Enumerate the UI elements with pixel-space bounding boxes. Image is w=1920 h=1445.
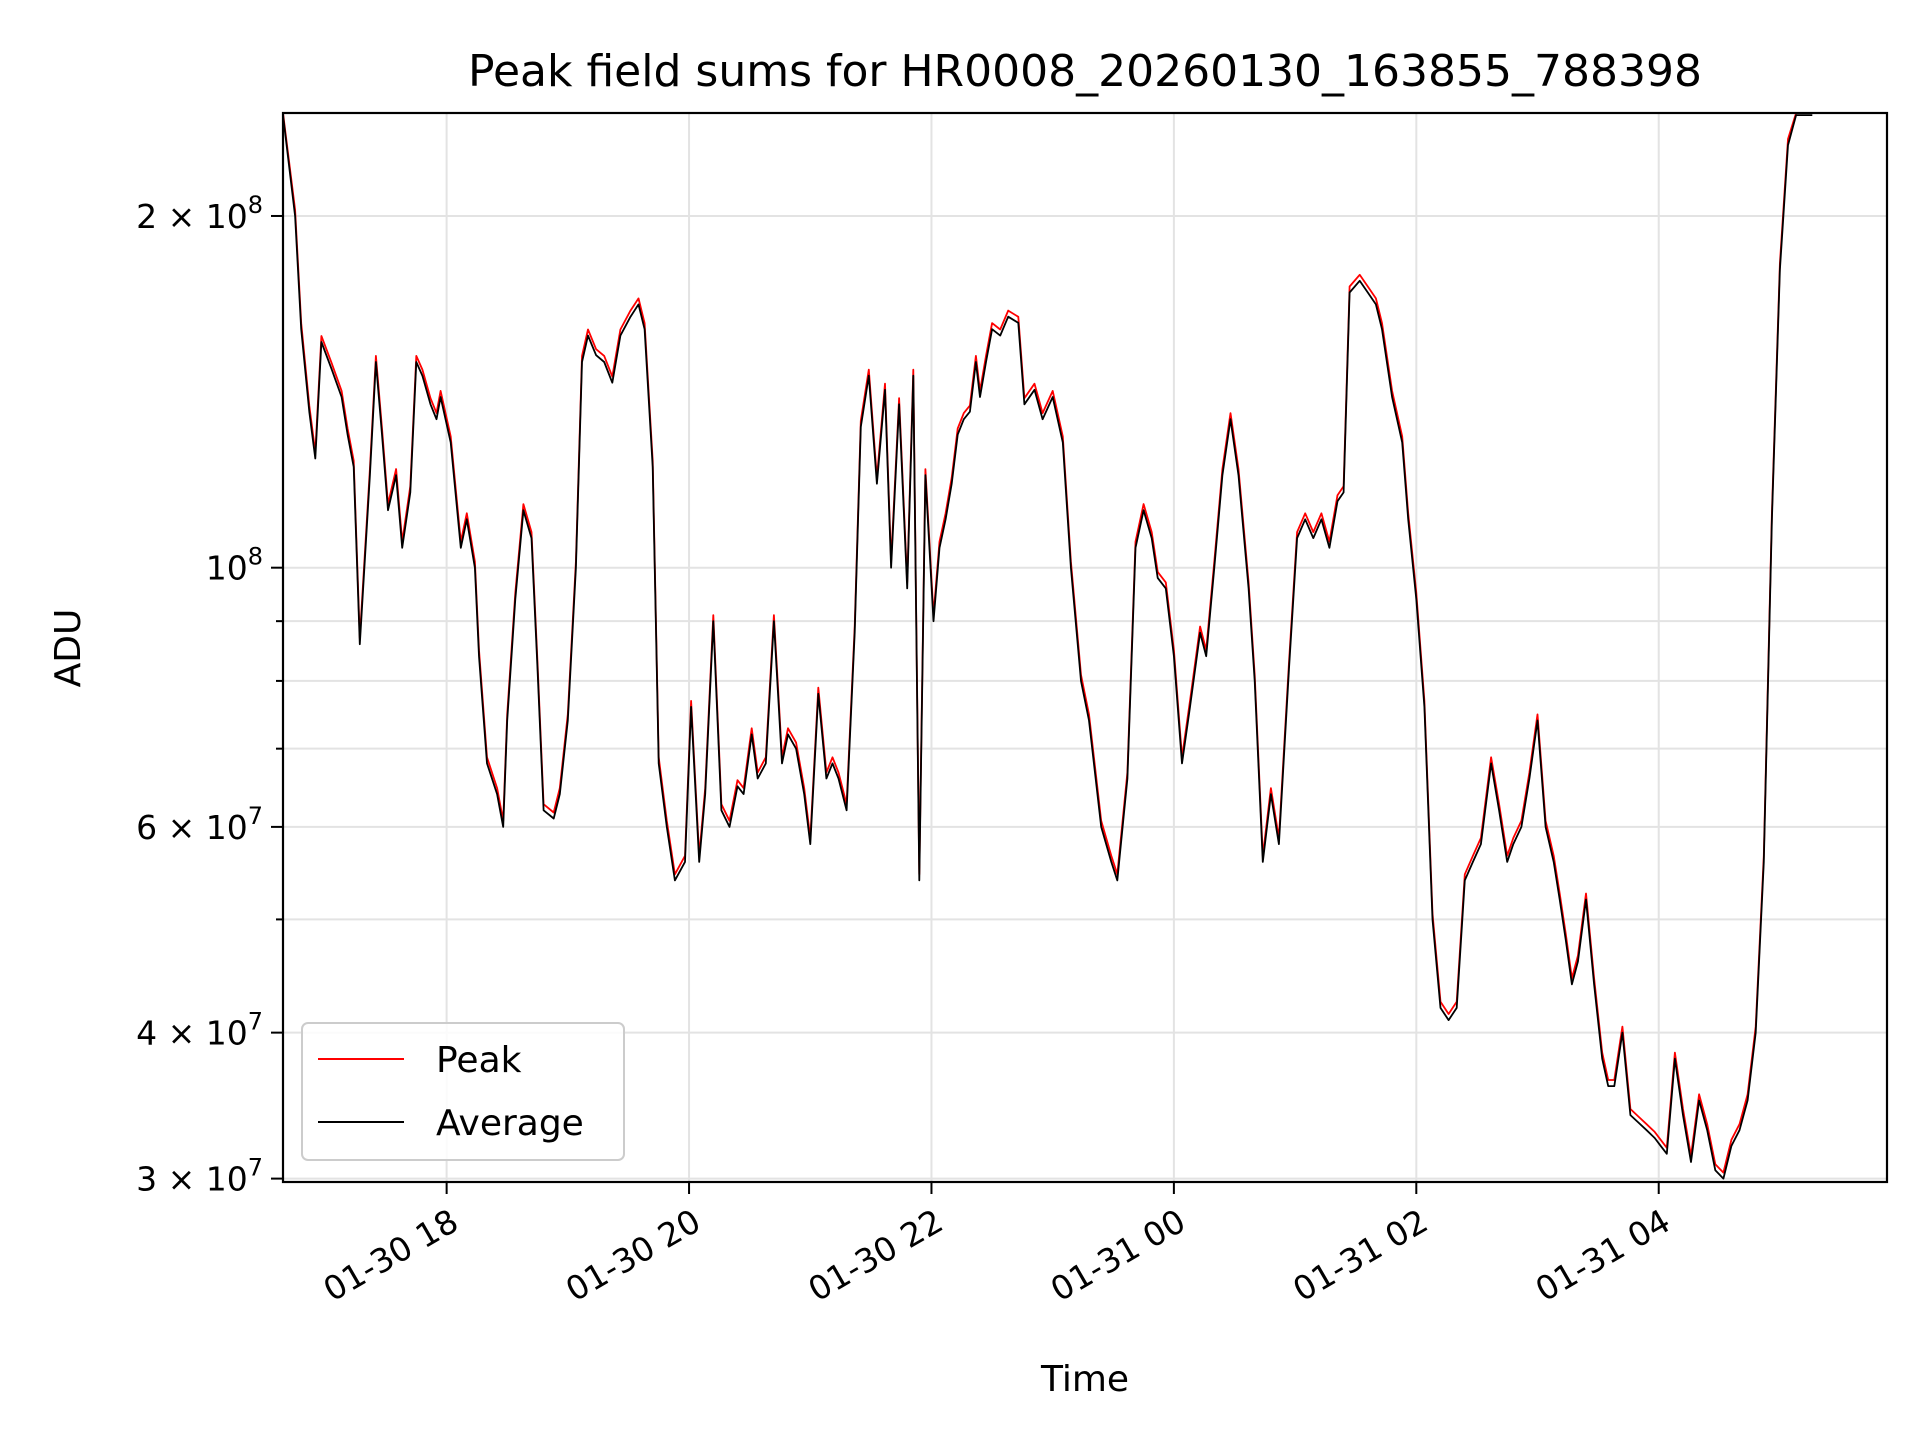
legend-label-average: Average bbox=[436, 1103, 584, 1144]
legend-box bbox=[301, 1022, 625, 1161]
axes-frame bbox=[281, 111, 1889, 1184]
y-tick-label: 6 × 107 bbox=[136, 802, 263, 847]
x-axis-label: Time bbox=[1040, 1359, 1129, 1400]
chart-title: Peak field sums for HR0008_20260130_1638… bbox=[468, 46, 1702, 97]
plot-series bbox=[283, 113, 1813, 1180]
y-axis-label: ADU bbox=[48, 609, 89, 688]
y-tick-label: 3 × 107 bbox=[136, 1154, 263, 1199]
series-line-peak bbox=[283, 113, 1813, 1174]
y-tick-label: 4 × 107 bbox=[136, 1008, 263, 1053]
legend-label-peak: Peak bbox=[436, 1040, 522, 1081]
y-tick-label: 108 bbox=[206, 543, 263, 588]
series-line-average bbox=[283, 114, 1813, 1180]
legend: Peak Average bbox=[301, 1022, 625, 1161]
y-tick-label: 2 × 108 bbox=[136, 191, 263, 236]
